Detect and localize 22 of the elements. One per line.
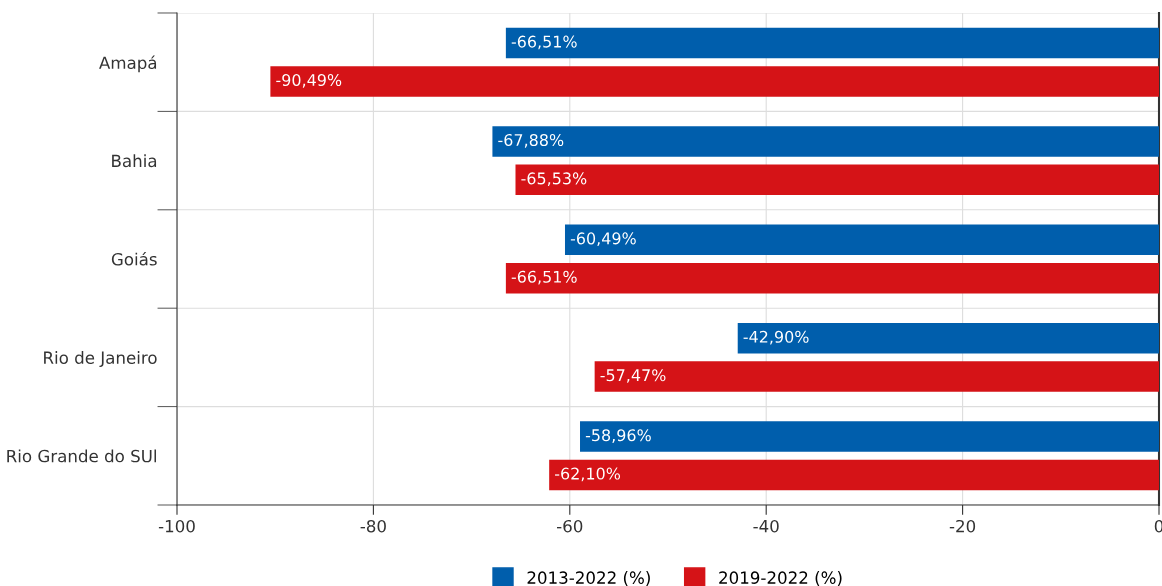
- x-tick-label: -60: [557, 519, 583, 533]
- y-tick-label: Amapá: [99, 55, 157, 73]
- x-tick-label: -80: [360, 519, 386, 533]
- data-label: -42,90%: [743, 330, 809, 345]
- y-tick-label: Rio Grande do SUl: [7, 449, 156, 463]
- x-tick-label: -20: [949, 519, 976, 533]
- legend-label: 2019-2022 (%): [719, 571, 842, 586]
- y-tick-label: Bahia: [112, 154, 157, 168]
- y-tick-label: Rio de Janeiro: [44, 351, 157, 368]
- data-label: -67,88%: [498, 133, 564, 148]
- x-tick-label: -100: [158, 519, 195, 533]
- data-label: -62,10%: [555, 467, 621, 482]
- data-label: -66,51%: [511, 35, 577, 50]
- data-label: -66,51%: [511, 270, 577, 285]
- data-label: -60,49%: [570, 232, 636, 247]
- legend-label: 2013-2022 (%): [527, 571, 650, 586]
- data-label: -90,49%: [276, 73, 342, 88]
- x-tick-label: -40: [753, 519, 779, 533]
- data-label: -65,53%: [521, 172, 587, 187]
- y-tick-label: Goiás: [111, 252, 157, 266]
- data-label: -58,96%: [585, 429, 651, 443]
- data-label: -57,47%: [600, 369, 666, 383]
